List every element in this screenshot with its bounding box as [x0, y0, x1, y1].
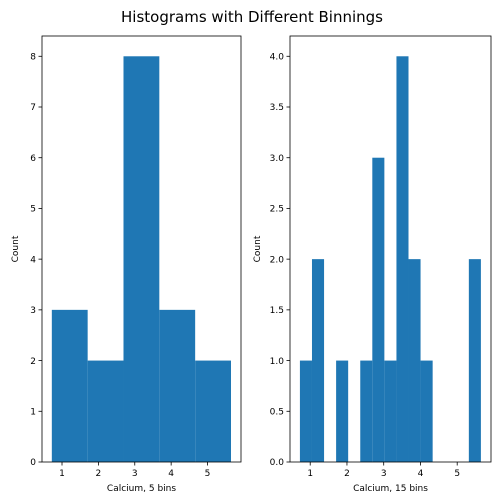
y-tick-label-5-bins-2: 1 [30, 407, 36, 417]
histogram-15-bins: 1 2 3 4 5 0.0 0.5 1.0 1.5 2.0 2.5 3.0 3.5 4.0 Calcium,… [253, 35, 492, 494]
y-tick-label-15-bins-6: 2.5 [270, 205, 284, 215]
y-axis-label-5-bins: Count [11, 235, 21, 262]
x-tick-label-5-bins-5: 5 [205, 469, 211, 479]
y-tick-label-5-bins-7: 6 [30, 154, 36, 164]
y-tick-label-5-bins-4: 3 [30, 306, 36, 316]
axes-frame-5-bins [41, 35, 242, 463]
y-tick-label-15-bins-4: 1.5 [270, 306, 284, 316]
histogram-bar-15-bins-15 [468, 259, 481, 462]
x-tick-label-5-bins-3: 3 [132, 469, 138, 479]
y-tick-label-15-bins-7: 3.0 [270, 154, 285, 164]
y-tick-label-5-bins-3: 2 [30, 357, 36, 367]
y-axis-label-15-bins: Count [253, 235, 263, 262]
y-tick-label-5-bins-1: 0 [30, 458, 36, 468]
x-axis-label-5-bins: Calcium, 5 bins [107, 484, 176, 494]
histogram-bar-15-bins-10 [408, 259, 421, 462]
y-tick-label-15-bins-3: 1.0 [270, 357, 285, 367]
y-tick-label-15-bins-1: 0.0 [270, 458, 285, 468]
histogram-bar-5-bins-5 [195, 360, 231, 462]
axes-frame-15-bins [289, 35, 492, 463]
histogram-bar-5-bins-4 [159, 309, 196, 462]
x-tick-label-5-bins-4: 4 [168, 469, 174, 479]
y-tick-label-15-bins-2: 0.5 [270, 407, 284, 417]
histogram-bar-5-bins-1 [51, 309, 88, 462]
histogram-5-bins: 1 2 3 4 5 0 1 2 3 4 5 6 7 8 Calcium, 5 bins Count [11, 35, 242, 494]
histogram-bar-15-bins-8 [384, 360, 397, 462]
y-tick-label-15-bins-5: 2.0 [270, 255, 285, 265]
y-tick-label-5-bins-9: 8 [30, 52, 36, 62]
histogram-bar-15-bins-11 [420, 360, 433, 462]
y-tick-label-5-bins-8: 7 [30, 103, 36, 113]
histogram-bar-5-bins-3 [123, 56, 160, 463]
x-tick-label-5-bins-1: 1 [59, 469, 65, 479]
histogram-bar-15-bins-6 [360, 360, 373, 462]
y-tick-label-5-bins-6: 5 [30, 205, 36, 215]
x-tick-label-5-bins-2: 2 [96, 469, 102, 479]
x-tick-label-15-bins-5: 5 [454, 469, 460, 479]
histogram-bar-15-bins-9 [396, 56, 409, 463]
x-tick-label-15-bins-2: 2 [344, 469, 350, 479]
x-tick-label-15-bins-4: 4 [418, 469, 424, 479]
histogram-bar-15-bins-7 [372, 157, 385, 462]
x-tick-label-15-bins-1: 1 [307, 469, 313, 479]
histogram-bar-15-bins-2 [311, 259, 325, 462]
histogram-bar-5-bins-2 [87, 360, 124, 462]
y-tick-label-5-bins-5: 4 [30, 255, 36, 265]
y-tick-label-15-bins-9: 4.0 [270, 52, 285, 62]
x-tick-label-15-bins-3: 3 [381, 469, 387, 479]
figure-title: Histograms with Different Binnings [121, 8, 383, 26]
histogram-bar-15-bins-1 [299, 360, 312, 462]
x-axis-label-15-bins: Calcium, 15 bins [353, 484, 428, 494]
histogram-bar-15-bins-4 [336, 360, 349, 462]
y-tick-label-15-bins-8: 3.5 [270, 103, 284, 113]
